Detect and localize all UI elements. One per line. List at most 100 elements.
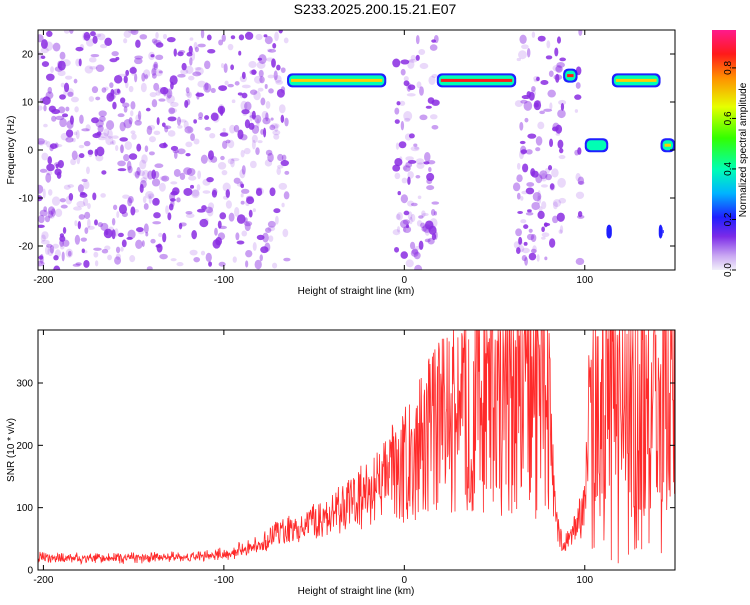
noise-blob (549, 138, 554, 148)
noise-blob (526, 233, 535, 241)
noise-blob (272, 262, 278, 269)
noise-blob (163, 125, 172, 130)
noise-blob (93, 247, 102, 251)
noise-blob (188, 175, 197, 181)
noise-blob (264, 159, 273, 167)
noise-blob (197, 80, 206, 88)
noise-blob (419, 62, 429, 70)
noise-blob (38, 138, 45, 145)
noise-blob (408, 133, 415, 139)
noise-blob (123, 75, 128, 84)
noise-blob (519, 140, 526, 145)
noise-blob (111, 217, 116, 226)
noise-blob (414, 146, 419, 150)
noise-blob (141, 154, 148, 164)
noise-blob (74, 106, 79, 113)
noise-blob (227, 139, 235, 149)
noise-blob (272, 43, 277, 49)
colorbar-gradient (712, 30, 736, 270)
noise-blob (183, 167, 193, 175)
noise-blob (67, 184, 75, 188)
noise-blob (259, 254, 263, 262)
noise-blob (541, 226, 545, 233)
noise-blob (231, 157, 240, 162)
noise-blob (577, 147, 582, 155)
noise-blob (274, 31, 279, 42)
noise-blob (59, 198, 66, 203)
noise-blob (262, 232, 269, 243)
noise-blob (543, 222, 551, 227)
noise-blob (69, 30, 74, 34)
noise-blob (274, 75, 282, 83)
noise-blob (136, 227, 144, 233)
noise-blob (202, 190, 211, 194)
noise-blob (79, 114, 84, 124)
noise-blob (240, 100, 248, 111)
noise-blob (521, 247, 530, 254)
noise-blob (82, 250, 88, 254)
noise-blob (49, 144, 54, 152)
noise-blob (545, 173, 552, 181)
noise-blob (87, 149, 94, 155)
noise-blob (71, 150, 78, 160)
noise-blob (556, 212, 565, 222)
noise-blob (248, 122, 255, 130)
noise-blob (575, 191, 585, 200)
noise-blob (161, 122, 166, 128)
noise-blob (92, 133, 101, 139)
noise-blob (87, 202, 91, 210)
noise-blob (280, 67, 286, 73)
noise-blob (229, 124, 236, 134)
noise-blob (147, 124, 156, 131)
noise-blob (241, 71, 246, 80)
noise-blob (195, 92, 205, 97)
noise-blob (224, 80, 229, 86)
noise-blob (215, 237, 223, 246)
noise-blob (419, 86, 424, 96)
noise-blob (255, 147, 260, 155)
noise-blob (261, 110, 269, 120)
noise-blob (95, 154, 104, 162)
noise-blob (153, 61, 159, 71)
noise-blob (193, 41, 198, 50)
noise-blob (552, 215, 559, 224)
noise-blob (278, 104, 286, 114)
snr-x-tick-label: -100 (214, 575, 234, 586)
noise-blob (149, 136, 156, 143)
snr-y-tick-label: 0 (27, 566, 33, 577)
noise-blob (123, 119, 133, 129)
noise-blob (139, 180, 147, 189)
noise-blob (57, 69, 66, 77)
noise-blob (525, 149, 533, 155)
noise-blob (255, 33, 263, 41)
noise-blob (129, 66, 137, 74)
noise-blob (155, 42, 164, 48)
noise-blob (275, 215, 279, 225)
noise-blob (230, 64, 234, 71)
noise-blob (88, 57, 97, 63)
noise-blob (560, 103, 565, 111)
noise-blob (429, 218, 438, 228)
noise-blob (185, 213, 195, 219)
snr-x-tick-label: 0 (402, 575, 408, 586)
noise-blob (577, 210, 583, 218)
noise-blob (77, 184, 84, 193)
noise-blob (127, 197, 133, 207)
noise-blob (219, 212, 227, 220)
noise-blob (40, 55, 46, 60)
noise-blob (241, 230, 248, 237)
noise-blob (211, 189, 218, 198)
noise-blob (207, 208, 214, 217)
noise-blob (236, 240, 245, 245)
noise-blob (273, 133, 280, 140)
noise-blob (262, 117, 271, 125)
noise-blob (80, 237, 87, 242)
noise-blob (91, 86, 99, 94)
noise-blob (130, 206, 136, 216)
noise-blob (241, 92, 248, 99)
noise-blob (53, 265, 61, 270)
spectrogram-y-tick-label: -10 (19, 194, 34, 205)
noise-blob (540, 80, 549, 85)
noise-blob (396, 226, 401, 233)
